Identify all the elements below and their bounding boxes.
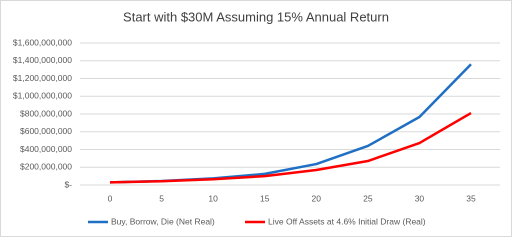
y-tick-label: $1,400,000,000 [13,55,72,65]
y-tick-label: $400,000,000 [20,144,72,154]
x-tick-label: 5 [159,193,164,203]
chart-title: Start with $30M Assuming 15% Annual Retu… [123,9,389,24]
x-tick-label: 25 [363,193,373,203]
legend-label: Live Off Assets at 4.6% Initial Draw (Re… [268,216,426,226]
x-tick-label: 35 [466,193,476,203]
x-tick-label: 15 [260,193,270,203]
legend-label: Buy, Borrow, Die (Net Real) [111,216,215,226]
y-tick-label: $600,000,000 [20,126,72,136]
x-tick-label: 10 [208,193,218,203]
y-tick-label: $- [64,179,72,189]
series-line [109,111,472,184]
y-tick-label: $1,200,000,000 [13,73,72,83]
y-tick-label: $800,000,000 [20,108,72,118]
x-tick-label: 30 [415,193,425,203]
x-tick-label: 0 [108,193,113,203]
y-tick-label: $1,600,000,000 [13,37,72,47]
x-tick-label: 20 [312,193,322,203]
y-tick-label: $1,000,000,000 [13,91,72,101]
y-tick-label: $200,000,000 [20,162,72,172]
